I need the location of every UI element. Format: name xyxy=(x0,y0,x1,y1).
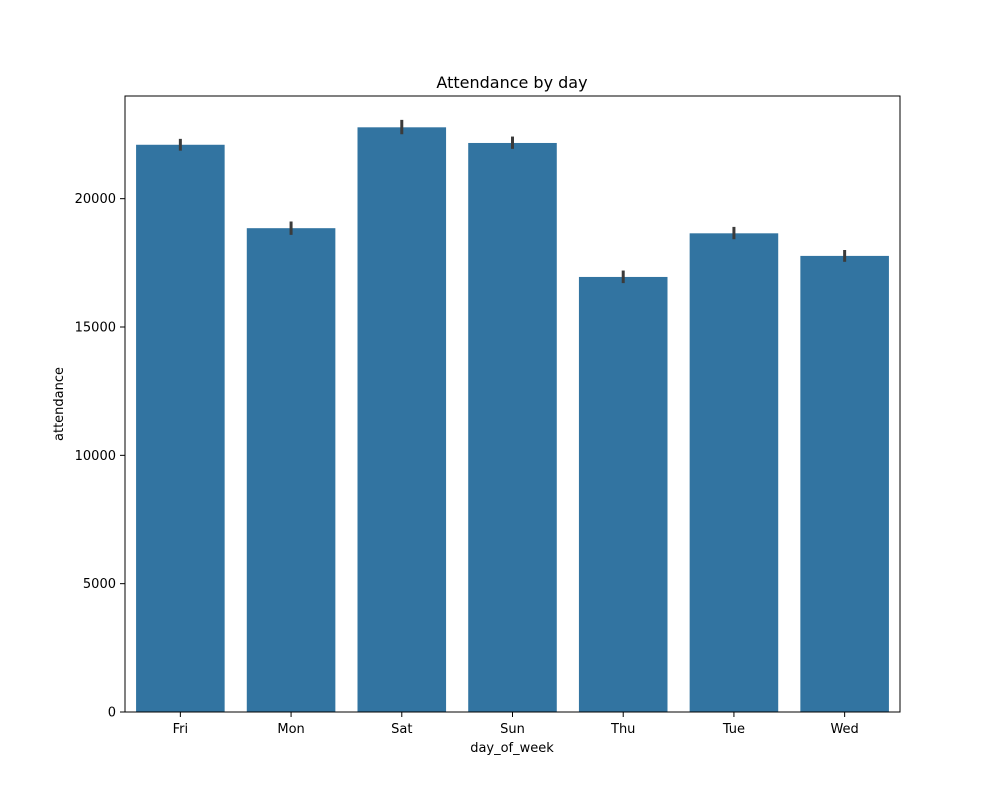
y-tick-label-0: 0 xyxy=(108,706,116,721)
x-tick-label-sun: Sun xyxy=(500,722,525,737)
y-tick-label-10000: 10000 xyxy=(75,449,116,464)
bar-mon xyxy=(246,228,336,712)
bar-tue xyxy=(689,233,779,713)
bar-fri xyxy=(136,144,225,712)
bar-sun xyxy=(468,142,557,713)
bar-thu xyxy=(578,276,668,712)
bars-group xyxy=(136,127,889,713)
y-tick-label-20000: 20000 xyxy=(75,192,116,207)
bar-sat xyxy=(357,127,447,712)
x-tick-label-sat: Sat xyxy=(391,722,412,737)
y-tick-label-5000: 5000 xyxy=(83,577,116,592)
x-tick-label-fri: Fri xyxy=(173,722,189,737)
chart-title: Attendance by day xyxy=(436,73,587,92)
y-tick-label-15000: 15000 xyxy=(75,321,116,336)
x-tick-label-tue: Tue xyxy=(722,722,745,737)
y-axis-label: attendance xyxy=(52,367,67,441)
x-axis: Fri Mon Sat Sun Thu Tue Wed xyxy=(173,712,859,737)
bar-wed xyxy=(800,255,889,713)
x-axis-label: day_of_week xyxy=(470,741,554,756)
x-tick-label-mon: Mon xyxy=(277,722,304,737)
y-axis: 0 5000 10000 15000 20000 xyxy=(75,192,125,721)
x-tick-label-thu: Thu xyxy=(610,722,635,737)
x-tick-label-wed: Wed xyxy=(830,722,858,737)
error-bars-group xyxy=(178,119,847,284)
